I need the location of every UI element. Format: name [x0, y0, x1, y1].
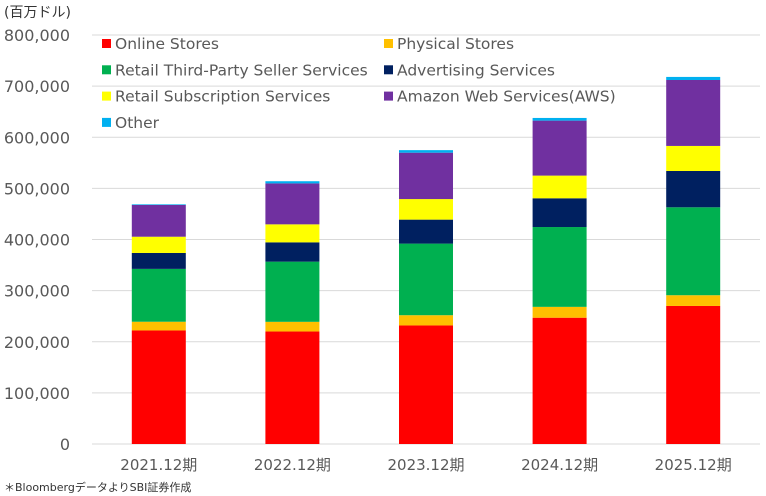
bar-segment: [532, 117, 587, 121]
y-tick-label: 800,000: [4, 26, 70, 45]
bar-segment: [532, 175, 587, 199]
bar-segment: [666, 76, 721, 80]
x-tick-label: 2025.12期: [655, 456, 732, 474]
bar-segment: [399, 219, 453, 244]
bar-segment: [131, 268, 186, 322]
bar-segment: [265, 321, 320, 332]
legend-swatch: [102, 117, 111, 127]
bar-segment: [265, 331, 320, 444]
legend-label: Other: [115, 114, 160, 132]
bar-segment: [399, 315, 453, 326]
bar-segment: [265, 242, 320, 262]
y-tick-label: 300,000: [4, 282, 70, 301]
bar-segment: [532, 227, 587, 307]
y-tick-label: 400,000: [4, 231, 70, 250]
bar-segment: [666, 79, 721, 146]
y-tick-label: 700,000: [4, 77, 70, 96]
y-tick-label: 600,000: [4, 128, 70, 147]
y-tick-label: 200,000: [4, 333, 70, 352]
legend-swatch: [102, 39, 111, 48]
source-note: ＊BloombergデータよりSBI証券作成: [4, 480, 191, 494]
legend-label: Physical Stores: [397, 35, 514, 53]
bar-segment: [399, 152, 453, 200]
bar-segment: [666, 145, 721, 171]
legend-swatch: [384, 39, 393, 48]
bar-segment: [131, 252, 186, 269]
legend-label: Advertising Services: [397, 61, 555, 79]
bar-segment: [532, 306, 587, 318]
bar-segment: [532, 198, 587, 228]
bar-segment: [399, 150, 453, 153]
y-axis-ticks: 0 100,000 200,000 300,000 400,000 500,000 600,…: [4, 26, 70, 454]
bar-segment: [666, 305, 721, 444]
bar-segment: [265, 261, 320, 322]
bars: [131, 76, 721, 444]
x-tick-label: 2021.12期: [120, 456, 197, 474]
bar-segment: [131, 204, 186, 237]
x-tick-label: 2024.12期: [521, 456, 598, 474]
x-tick-label: 2023.12期: [387, 456, 464, 474]
bar-segment: [666, 207, 721, 296]
bar-segment: [399, 199, 453, 220]
bar-segment: [532, 317, 587, 444]
bar-segment: [666, 170, 721, 208]
legend-label: Online Stores: [115, 35, 219, 53]
legend-label: Amazon Web Services(AWS): [397, 88, 616, 106]
x-axis-ticks: 2021.12期 2022.12期 2023.12期 2024.12期 2025.12期: [120, 456, 731, 474]
y-tick-label: 500,000: [4, 179, 70, 198]
legend-swatch: [384, 65, 393, 75]
bar-segment: [131, 236, 186, 253]
legend-swatch: [102, 65, 111, 75]
x-tick-label: 2022.12期: [254, 456, 331, 474]
legend: Online Stores Physical Stores Retail Third…: [102, 35, 616, 132]
legend-label: Retail Third-Party Seller Services: [115, 61, 368, 79]
bar-segment: [399, 325, 453, 444]
bar-segment: [265, 183, 320, 225]
bar-segment: [399, 243, 453, 316]
legend-label: Retail Subscription Services: [115, 88, 330, 106]
legend-swatch: [102, 91, 111, 101]
legend-swatch: [384, 91, 393, 101]
unit-label: (百万ドル): [4, 5, 71, 21]
y-tick-label: 100,000: [4, 384, 70, 403]
bar-segment: [265, 181, 320, 184]
y-tick-label: 0: [60, 435, 70, 454]
bar-segment: [131, 204, 186, 205]
bar-segment: [131, 321, 186, 331]
bar-segment: [666, 295, 721, 306]
bar-segment: [265, 224, 320, 243]
bar-segment: [532, 120, 587, 176]
bar-segment: [131, 330, 186, 444]
